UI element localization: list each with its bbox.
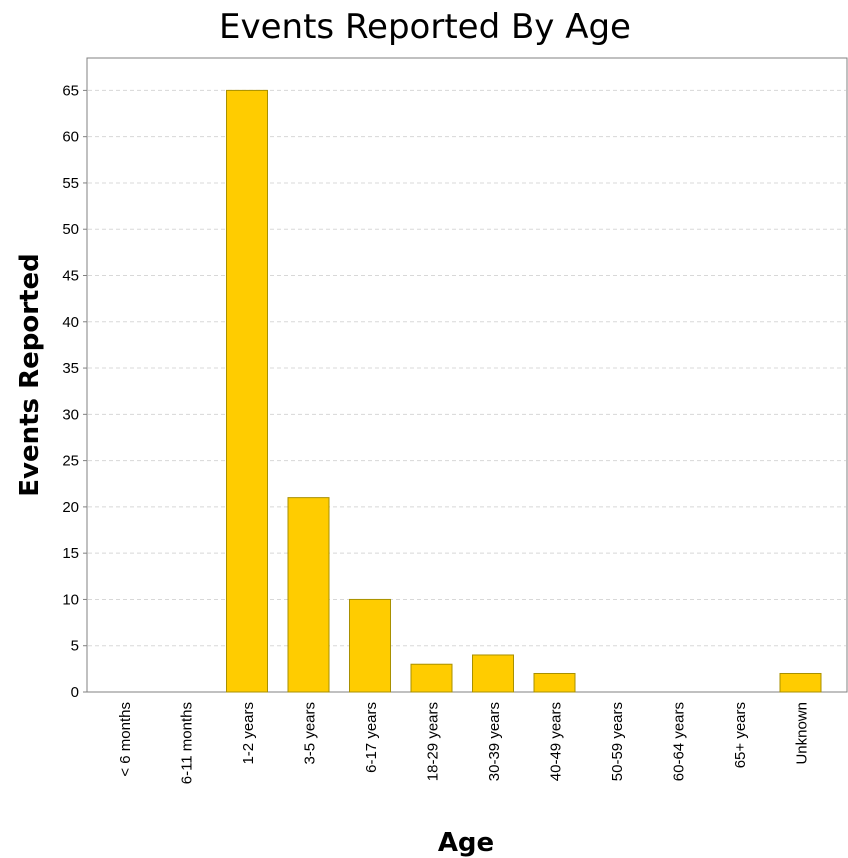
plot-area [86,57,848,693]
x-tick-label: 1-2 years [240,702,257,765]
y-tick-label: 20 [62,499,79,516]
bar [533,672,576,693]
x-tick-label: < 6 months [117,702,134,777]
y-tick-label: 5 [71,638,79,655]
x-tick-label: 65+ years [732,702,749,768]
y-tick-label: 15 [62,545,79,562]
x-tick-label: 6-11 months [179,702,196,784]
y-tick-label: 25 [62,453,79,470]
y-tick-label: 45 [62,268,79,285]
x-tick-label: 3-5 years [302,702,319,765]
y-axis-ticks: 0 5 10 15 20 25 30 35 40 45 50 55 60 65 [62,82,87,701]
x-tick-label: Unknown [794,702,811,765]
x-tick-label: 30-39 years [486,702,503,781]
y-tick-label: 65 [62,82,79,99]
x-tick-label: 60-64 years [671,702,688,781]
bar [779,672,822,693]
y-axis-title: Events Reported [15,253,45,496]
y-tick-label: 30 [62,406,79,423]
y-tick-label: 35 [62,360,79,377]
x-axis-title: Age [438,828,494,858]
y-tick-label: 10 [62,591,79,608]
chart-title: Events Reported By Age [219,7,631,47]
bars [226,89,822,693]
y-tick-label: 55 [62,175,79,192]
grid-lines [88,89,846,647]
x-tick-label: 18-29 years [425,702,442,781]
bar [472,654,514,693]
y-tick-label: 0 [71,684,79,701]
y-tick-label: 50 [62,221,79,238]
y-tick-label: 40 [62,314,79,331]
bar [226,89,268,693]
bar [410,663,453,693]
x-tick-label: 40-49 years [548,702,565,781]
x-tick-label: 6-17 years [363,702,380,773]
x-axis-ticks: < 6 months 6-11 months 1-2 years 3-5 years 6… [117,702,811,784]
y-tick-label: 60 [62,129,79,146]
x-tick-label: 50-59 years [609,702,626,781]
bar [349,598,391,693]
bar [287,497,330,693]
